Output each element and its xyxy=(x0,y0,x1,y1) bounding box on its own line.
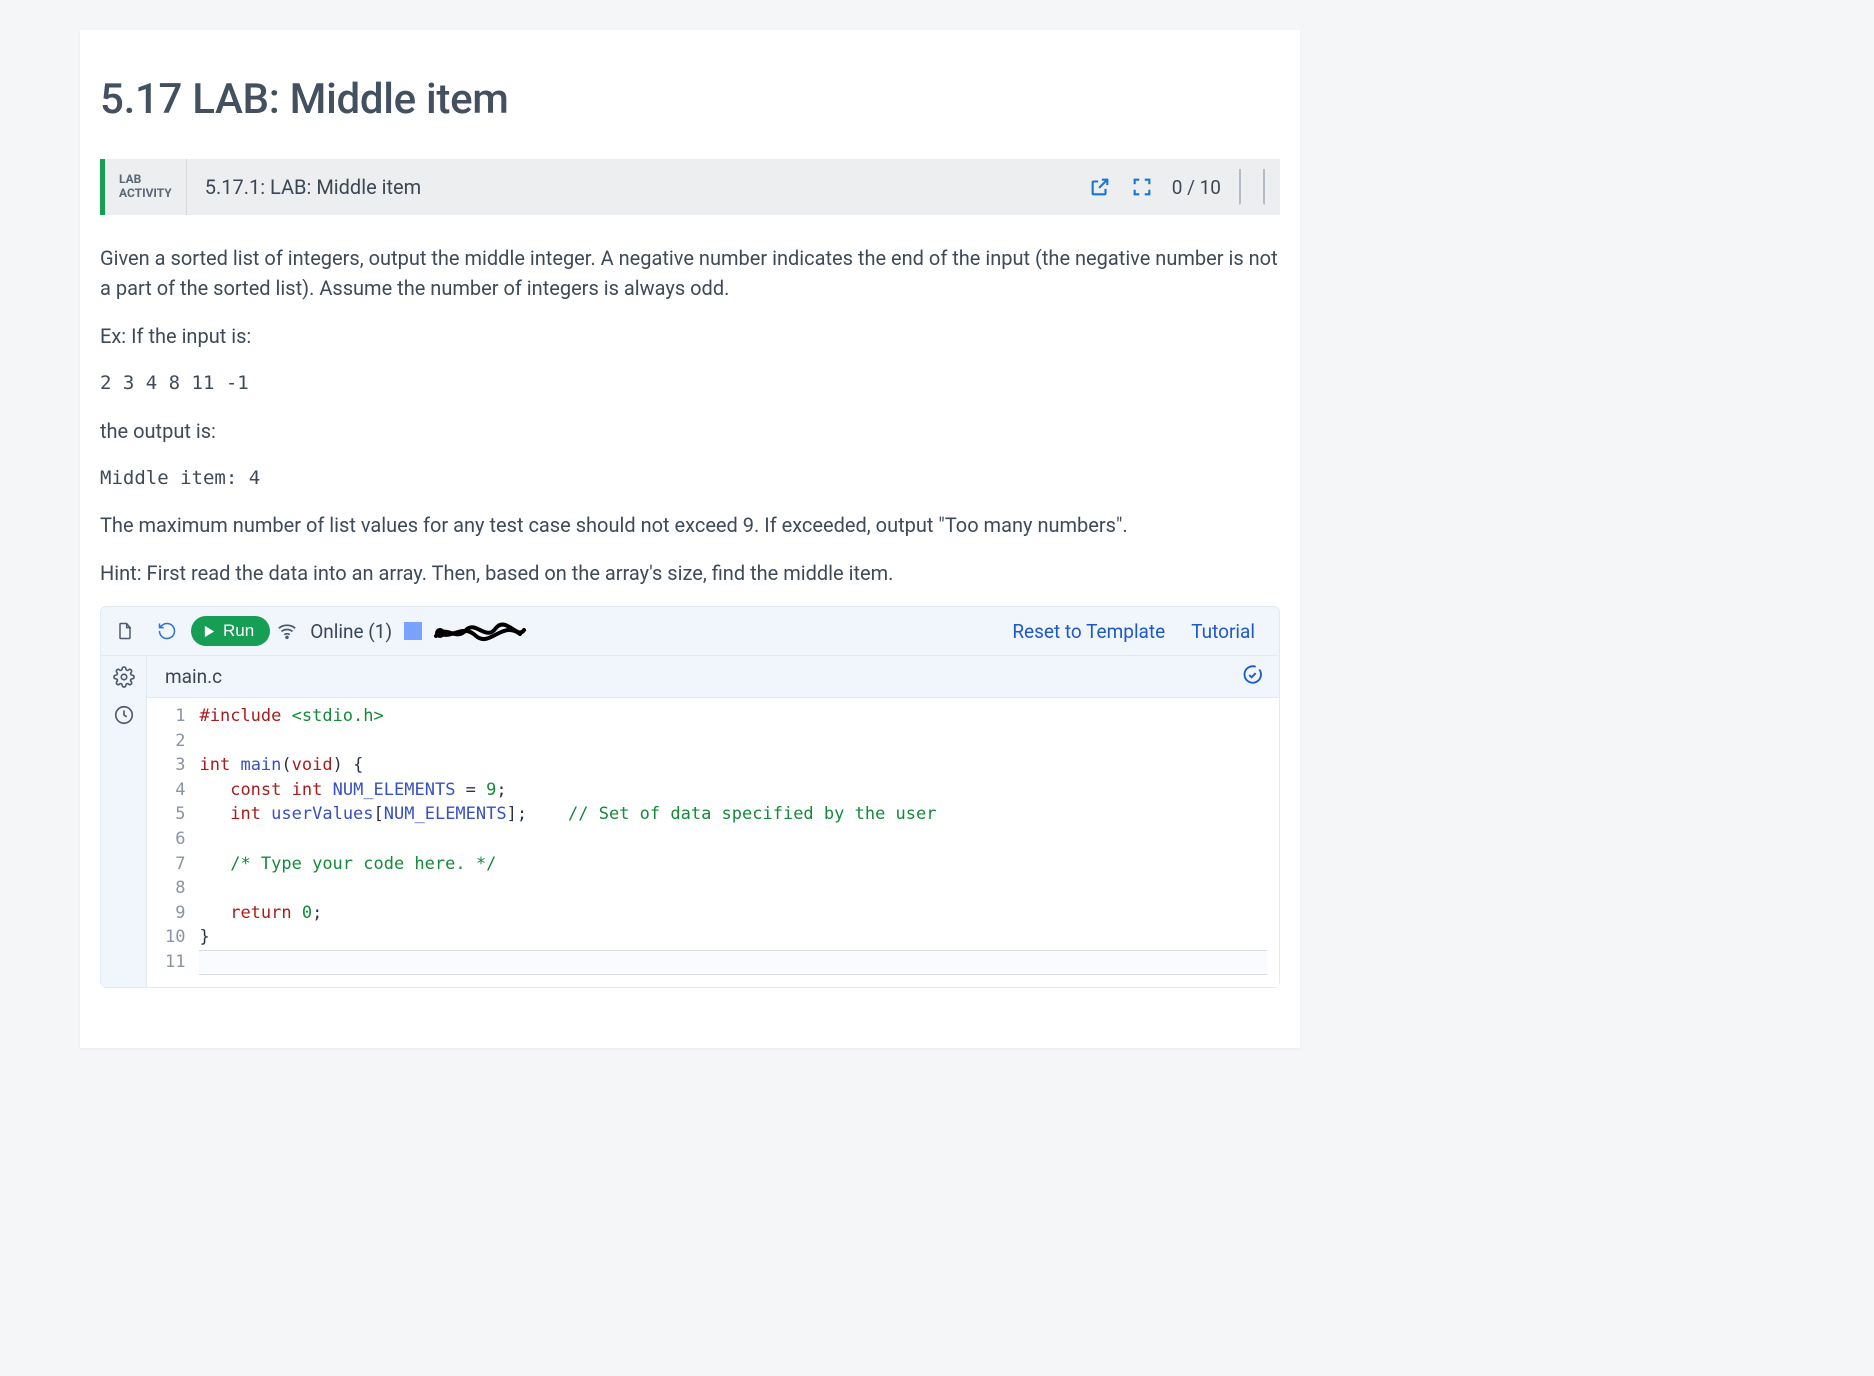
line-number: 9 xyxy=(165,901,185,926)
activity-title: 5.17.1: LAB: Middle item xyxy=(187,175,421,199)
activity-label-line2: ACTIVITY xyxy=(119,187,172,201)
bookmark-icon[interactable] xyxy=(1239,169,1265,205)
undo-icon[interactable] xyxy=(149,613,185,649)
line-number: 5 xyxy=(165,802,185,827)
reset-template-button[interactable]: Reset to Template xyxy=(1002,616,1175,647)
line-number: 11 xyxy=(165,950,185,975)
run-button[interactable]: Run xyxy=(191,616,270,646)
line-gutter: 1 2 3 4 5 6 7 8 9 10 11 xyxy=(147,704,199,975)
file-tab[interactable]: main.c xyxy=(157,659,230,694)
hint-text: Hint: First read the data into an array.… xyxy=(100,558,1280,588)
history-icon[interactable] xyxy=(113,704,135,726)
score-display: 0 / 10 xyxy=(1172,176,1221,199)
activity-bar: LAB ACTIVITY 5.17.1: LAB: Middle item 0 … xyxy=(100,159,1280,215)
line-number: 10 xyxy=(165,925,185,950)
editor-sidebar xyxy=(101,656,147,987)
constraint-text: The maximum number of list values for an… xyxy=(100,510,1280,540)
editor-tab-row: main.c xyxy=(147,656,1279,698)
output-label: the output is: xyxy=(100,416,1280,446)
activity-label-line1: LAB xyxy=(119,173,172,187)
example-input: 2 3 4 8 11 -1 xyxy=(100,369,1280,398)
line-number: 6 xyxy=(165,827,185,852)
redacted-username xyxy=(432,618,527,644)
line-number: 2 xyxy=(165,729,185,754)
fullscreen-icon[interactable] xyxy=(1130,175,1154,199)
open-external-icon[interactable] xyxy=(1088,175,1112,199)
example-output: Middle item: 4 xyxy=(100,464,1280,493)
tutorial-button[interactable]: Tutorial xyxy=(1181,616,1265,647)
page-container: 5.17 LAB: Middle item LAB ACTIVITY 5.17.… xyxy=(80,30,1300,1048)
sync-check-icon[interactable] xyxy=(1241,664,1263,690)
wifi-icon xyxy=(276,620,298,642)
online-user-avatar[interactable] xyxy=(404,622,422,640)
problem-description: Given a sorted list of integers, output … xyxy=(100,243,1280,588)
editor-container: main.c 1 2 3 4 5 6 7 xyxy=(100,656,1280,988)
line-number: 4 xyxy=(165,778,185,803)
example-label: Ex: If the input is: xyxy=(100,321,1280,351)
line-number: 3 xyxy=(165,753,185,778)
online-label: Online (1) xyxy=(310,620,392,643)
editor-toolbar: Run Online (1) Reset to Template Tutoria… xyxy=(100,606,1280,656)
code-editor[interactable]: 1 2 3 4 5 6 7 8 9 10 11 #include <stdio.… xyxy=(147,698,1279,987)
code-content[interactable]: #include <stdio.h> int main(void) { cons… xyxy=(199,704,1279,975)
settings-icon[interactable] xyxy=(113,666,135,688)
activity-label: LAB ACTIVITY xyxy=(105,159,187,215)
new-file-icon[interactable] xyxy=(107,613,143,649)
run-button-label: Run xyxy=(223,621,254,641)
page-title: 5.17 LAB: Middle item xyxy=(100,75,1280,124)
line-number: 8 xyxy=(165,876,185,901)
line-number: 1 xyxy=(165,704,185,729)
intro-text: Given a sorted list of integers, output … xyxy=(100,243,1280,303)
line-number: 7 xyxy=(165,852,185,877)
